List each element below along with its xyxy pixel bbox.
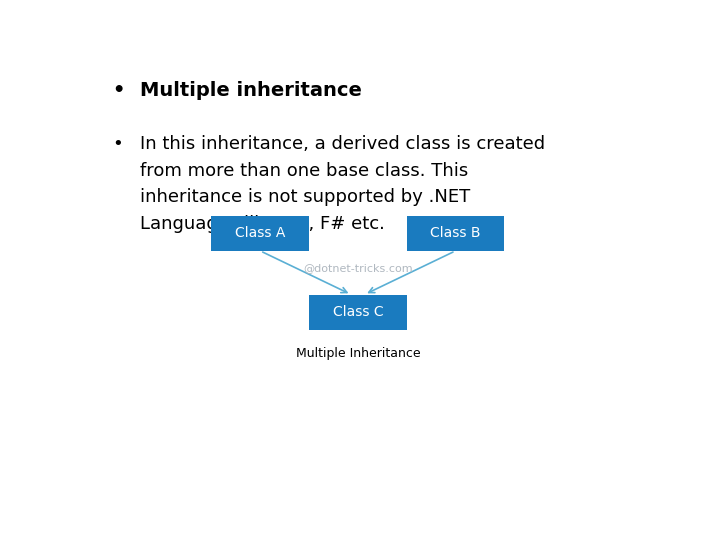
Text: Class C: Class C (333, 305, 383, 319)
Text: •: • (112, 136, 123, 153)
FancyBboxPatch shape (212, 215, 309, 251)
Text: •: • (112, 82, 125, 100)
Text: Multiple Inheritance: Multiple Inheritance (295, 347, 420, 360)
FancyBboxPatch shape (407, 215, 504, 251)
Text: Multiple inheritance: Multiple inheritance (140, 82, 362, 100)
FancyBboxPatch shape (309, 294, 407, 330)
Text: Class B: Class B (431, 226, 481, 240)
Text: Class A: Class A (235, 226, 285, 240)
Text: In this inheritance, a derived class is created
from more than one base class. T: In this inheritance, a derived class is … (140, 136, 545, 233)
Text: @dotnet-tricks.com: @dotnet-tricks.com (303, 264, 413, 274)
